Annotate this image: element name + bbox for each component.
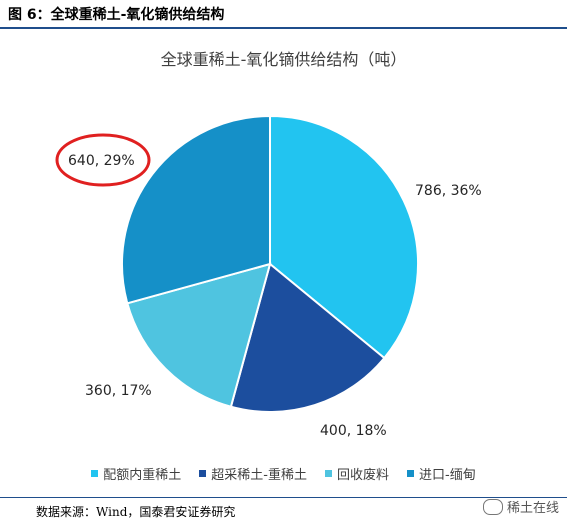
data-label-0: 786, 36%: [415, 183, 482, 199]
legend-label-3: 进口-缅甸: [419, 467, 476, 483]
legend-item-0: 配额内重稀土: [91, 463, 181, 483]
pie-chart: 786, 36% 400, 18% 360, 17% 640, 29%: [55, 114, 482, 439]
data-label-2: 360, 17%: [85, 383, 152, 399]
header-rule: [0, 27, 567, 29]
data-label-3: 640, 29%: [68, 153, 135, 169]
legend-swatch-3: [407, 469, 415, 477]
legend-item-1: 超采稀土-重稀土: [199, 463, 307, 483]
footer-rule: [0, 497, 567, 498]
figure-header: 图 6：全球重稀土-氧化镝供给结构: [0, 0, 567, 30]
legend-swatch-2: [325, 469, 332, 477]
legend-label-2: 回收废料: [337, 467, 390, 483]
legend-item-3: 进口-缅甸: [407, 463, 476, 483]
figure-label: 图 6：全球重稀土-氧化镝供给结构: [8, 7, 225, 23]
wechat-icon: [482, 498, 503, 515]
legend-label-1: 超采稀土-重稀土: [211, 467, 307, 483]
source-note: 数据来源：Wind，国泰君安证券研究: [36, 505, 236, 519]
pie-slice-1: [229, 262, 386, 413]
data-label-1: 400, 18%: [320, 423, 387, 439]
pie-slice-0: [269, 114, 419, 360]
legend: 配额内重稀土 超采稀土-重稀土 回收废料 进口-缅甸: [0, 463, 567, 483]
legend-label-0: 配额内重稀土: [103, 467, 182, 483]
highlight-circle: [55, 133, 151, 187]
chart-title: 全球重稀土-氧化镝供给结构（吨）: [160, 50, 407, 69]
pie-slice-3: [121, 114, 271, 305]
watermark-text: 稀土在线: [506, 501, 559, 516]
legend-swatch-1: [199, 469, 207, 477]
pie-slice-2: [126, 262, 272, 408]
watermark: 稀土在线: [482, 497, 559, 516]
legend-item-2: 回收废料: [325, 463, 389, 483]
legend-swatch-0: [91, 469, 99, 477]
